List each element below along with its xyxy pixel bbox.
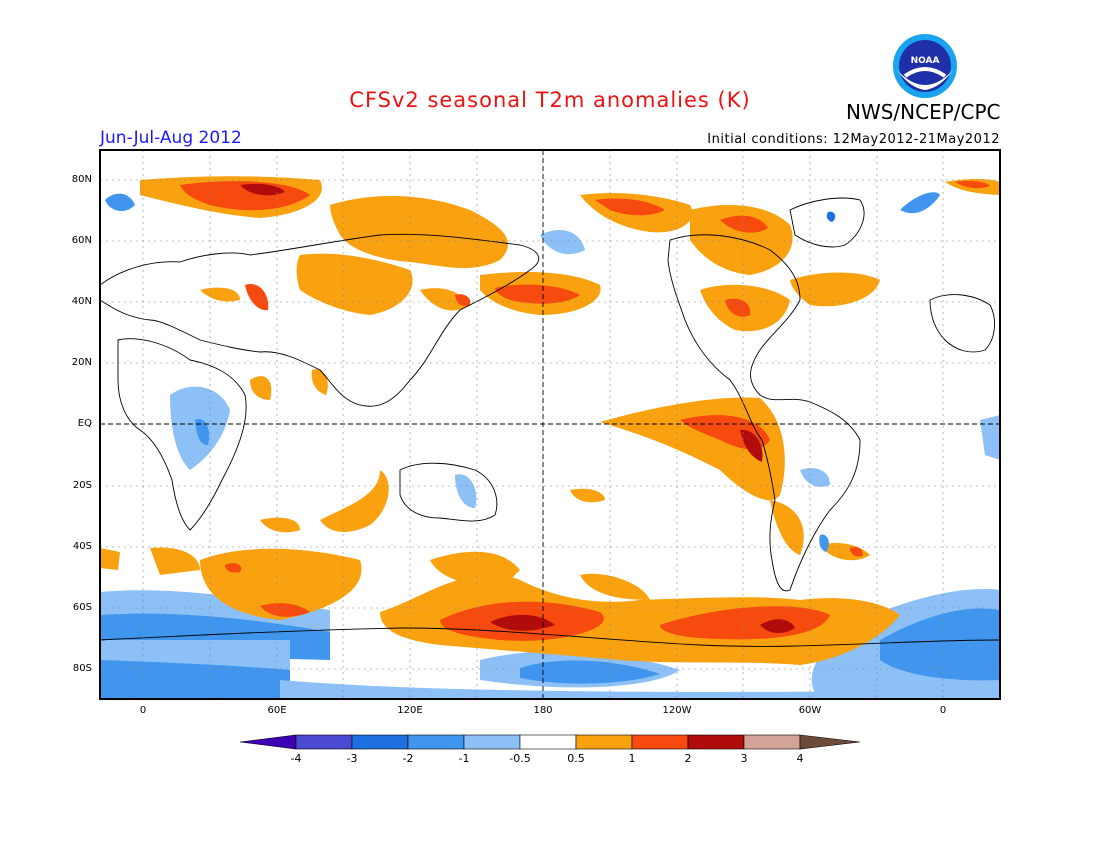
lat-label: 60S — [72, 602, 92, 613]
colorbar-label: -3 — [346, 752, 358, 765]
map-frame — [99, 149, 1001, 700]
colorbar-label: 3 — [740, 752, 748, 765]
lon-label: 120E — [397, 705, 423, 716]
lon-label: 60W — [798, 705, 822, 716]
map-title: CFSv2 seasonal T2m anomalies (K) — [349, 88, 751, 112]
colorbar-label: -4 — [290, 752, 302, 765]
lon-label: 0 — [939, 705, 947, 716]
lat-label: 40S — [72, 541, 92, 552]
lat-label: 80N — [71, 174, 92, 185]
lon-label: 0 — [139, 705, 147, 716]
colorbar-label: 0.5 — [567, 752, 585, 765]
colorbar-label: -1 — [458, 752, 470, 765]
cold-anomaly-antarctic — [100, 589, 1000, 699]
forecast-period: Jun-Jul-Aug 2012 — [100, 128, 242, 148]
lat-label: 80S — [72, 663, 92, 674]
cold-anomaly-arctic — [105, 192, 940, 222]
lat-label: 40N — [71, 296, 92, 307]
warm-anomaly-northern — [140, 176, 1000, 332]
reference-lines — [100, 150, 1000, 699]
noaa-logo-text: NOAA — [910, 56, 940, 66]
initial-conditions: Initial conditions: 12May2012-21May2012 — [707, 132, 1000, 147]
lat-label: 20N — [71, 357, 92, 368]
lon-label: 60E — [267, 705, 287, 716]
colorbar-label: 2 — [684, 752, 692, 765]
colorbar-label: -0.5 — [509, 752, 531, 765]
lat-label: 20S — [72, 480, 92, 491]
lat-label: 60N — [71, 235, 92, 246]
colorbar — [239, 734, 861, 750]
map-grid — [100, 150, 1000, 699]
colorbar-label: -2 — [402, 752, 414, 765]
warm-anomaly-southern-ocean — [100, 543, 900, 665]
colorbar-label: 4 — [796, 752, 804, 765]
cold-anomaly-tropics — [170, 230, 1000, 552]
lon-label: 120W — [662, 705, 692, 716]
organization-label: NWS/NCEP/CPC — [846, 100, 1001, 124]
lon-label: 180 — [533, 705, 553, 716]
lat-label: EQ — [77, 418, 92, 429]
colorbar-label: 1 — [628, 752, 636, 765]
